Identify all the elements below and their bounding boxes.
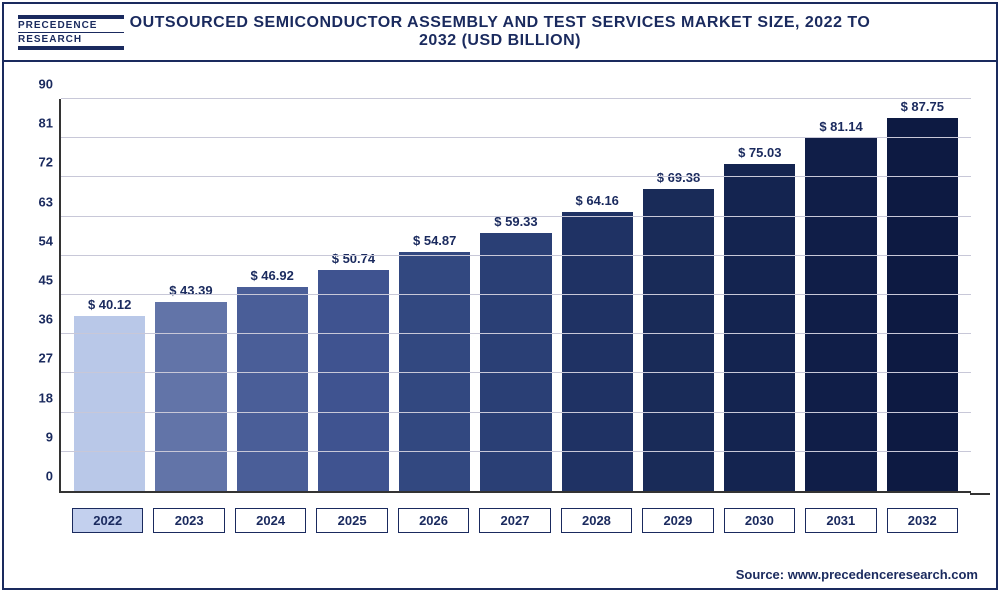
bar-rect [562,212,633,491]
bar-2027: $ 59.33 [480,99,551,491]
bar-2024: $ 46.92 [237,99,308,491]
value-label: $ 46.92 [250,268,293,283]
x-tick-2025: 2025 [316,508,387,533]
x-tick-2026: 2026 [398,508,469,533]
chart-area: $ 40.12 $ 43.39 $ 46.92 $ 50.74 $ 54.87 $ 59.… [59,99,971,493]
chart-title: OUTSOURCED SEMICONDUCTOR ASSEMBLY AND TE… [124,14,986,50]
logo-line1: PRECEDENCE [18,15,124,33]
y-tick-label: 81 [39,116,61,131]
bar-2028: $ 64.16 [562,99,633,491]
y-tick-label: 45 [39,273,61,288]
grid-line [61,176,971,177]
y-tick-label: 27 [39,351,61,366]
logo-line2: RESEARCH [18,33,124,50]
y-tick-label: 9 [46,429,61,444]
value-label: $ 64.16 [576,193,619,208]
bar-rect [805,138,876,491]
bar-rect [643,189,714,491]
grid-line [61,98,971,99]
y-tick-label: 54 [39,233,61,248]
bar-rect [237,287,308,491]
bar-2022: $ 40.12 [74,99,145,491]
grid-line [61,412,971,413]
value-label: $ 75.03 [738,145,781,160]
bar-2025: $ 50.74 [318,99,389,491]
x-tick-2030: 2030 [724,508,795,533]
bar-rect [74,316,145,491]
bar-rect [724,164,795,491]
bar-2023: $ 43.39 [155,99,226,491]
bar-2031: $ 81.14 [805,99,876,491]
value-label: $ 87.75 [901,99,944,114]
source-footer: Source: www.precedenceresearch.com [736,567,978,582]
y-tick-label: 72 [39,155,61,170]
grid-line [61,372,971,373]
x-tick-2022: 2022 [72,508,143,533]
bar-rect [318,270,389,491]
plot-region: $ 40.12 $ 43.39 $ 46.92 $ 50.74 $ 54.87 $ 59.… [59,99,971,493]
grid-line [61,451,971,452]
x-tick-2028: 2028 [561,508,632,533]
grid-line [61,294,971,295]
grid-line [61,216,971,217]
x-tick-2024: 2024 [235,508,306,533]
x-tick-2027: 2027 [479,508,550,533]
bar-rect [480,233,551,491]
x-tick-2031: 2031 [805,508,876,533]
x-tick-2032: 2032 [887,508,958,533]
bar-rect [155,302,226,491]
header: PRECEDENCE RESEARCH OUTSOURCED SEMICONDU… [4,4,996,62]
axis-extension [970,493,990,495]
x-axis: 2022 2023 2024 2025 2026 2027 2028 2029 2030 2031… [59,508,971,533]
y-tick-label: 63 [39,194,61,209]
y-tick-label: 36 [39,312,61,327]
grid-line [61,255,971,256]
grid-line [61,333,971,334]
bar-2026: $ 54.87 [399,99,470,491]
value-label: $ 54.87 [413,233,456,248]
x-tick-2029: 2029 [642,508,713,533]
value-label: $ 81.14 [819,119,862,134]
bar-rect [887,118,958,491]
y-tick-label: 0 [46,469,61,484]
chart-frame: PRECEDENCE RESEARCH OUTSOURCED SEMICONDU… [2,2,998,590]
y-tick-label: 18 [39,390,61,405]
value-label: $ 43.39 [169,283,212,298]
value-label: $ 50.74 [332,251,375,266]
bar-2032: $ 87.75 [887,99,958,491]
bar-2030: $ 75.03 [724,99,795,491]
bar-2029: $ 69.38 [643,99,714,491]
logo: PRECEDENCE RESEARCH [14,15,124,50]
x-tick-2023: 2023 [153,508,224,533]
bars-container: $ 40.12 $ 43.39 $ 46.92 $ 50.74 $ 54.87 $ 59.… [61,99,971,491]
grid-line [61,137,971,138]
y-tick-label: 90 [39,77,61,92]
value-label: $ 40.12 [88,297,131,312]
